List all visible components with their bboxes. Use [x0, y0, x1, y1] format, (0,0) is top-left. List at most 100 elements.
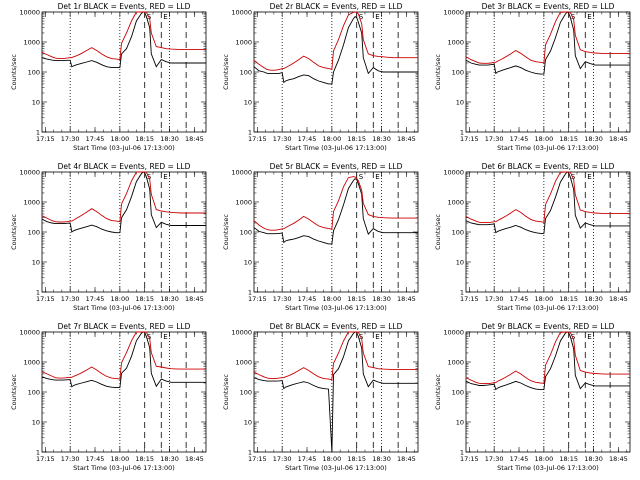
plot-frame	[465, 171, 631, 293]
x-tick-label: 18:15	[559, 295, 578, 303]
x-tick-label: 18:30	[372, 135, 391, 143]
y-tick-label: 10	[456, 99, 464, 107]
x-tick-label: 17:45	[86, 135, 105, 143]
x-axis-label: Start Time (03-Jul-06 17:13:00)	[285, 464, 387, 472]
series-line-black	[253, 16, 418, 85]
x-tick-label: 17:15	[460, 135, 479, 143]
y-tick-label: 1000	[23, 359, 40, 367]
series-line-black	[41, 11, 206, 69]
x-tick-label: 18:15	[347, 135, 366, 143]
marker-label-s: S	[571, 13, 576, 21]
x-tick-label: 18:00	[110, 455, 129, 463]
x-axis-label: Start Time (03-Jul-06 17:13:00)	[285, 144, 387, 152]
x-tick-label: 18:30	[584, 455, 603, 463]
marker-label-e: E	[163, 333, 167, 341]
x-tick-label: 18:30	[160, 295, 179, 303]
panel-title: Det 9r BLACK = Events, RED = LLD	[482, 322, 615, 331]
y-tick-label: 1	[460, 289, 464, 297]
plot-frame	[41, 331, 207, 453]
x-axis-label: Start Time (03-Jul-06 17:13:00)	[73, 464, 175, 472]
panel-title: Det 4r BLACK = Events, RED = LLD	[58, 162, 191, 171]
series-line-black	[465, 11, 630, 75]
x-tick-label: 18:45	[185, 455, 204, 463]
plot-frame	[41, 11, 207, 133]
y-tick-label: 10000	[443, 9, 464, 17]
marker-label-e: E	[375, 13, 379, 21]
y-axis-label: Counts/sec	[222, 214, 230, 250]
y-tick-label: 10000	[19, 169, 40, 177]
x-axis-label: Start Time (03-Jul-06 17:13:00)	[285, 304, 387, 312]
x-tick-label: 17:45	[86, 295, 105, 303]
x-tick-label: 18:00	[534, 135, 553, 143]
y-axis-label: Counts/sec	[10, 54, 18, 90]
marker-label-e: E	[587, 13, 591, 21]
y-tick-label: 1000	[447, 359, 464, 367]
y-tick-label: 10000	[231, 9, 252, 17]
y-tick-label: 1000	[235, 359, 252, 367]
x-tick-label: 18:15	[135, 295, 154, 303]
y-tick-label: 1	[248, 449, 252, 457]
y-tick-label: 10	[244, 419, 252, 427]
y-axis-label: Counts/sec	[434, 214, 442, 250]
y-tick-label: 10	[456, 419, 464, 427]
panel-title: Det 1r BLACK = Events, RED = LLD	[58, 2, 191, 11]
x-tick-label: 17:30	[273, 455, 292, 463]
x-tick-label: 17:15	[248, 135, 267, 143]
y-tick-label: 100	[28, 389, 40, 397]
y-tick-label: 1000	[235, 199, 252, 207]
x-tick-label: 17:15	[36, 295, 55, 303]
series-line-red	[465, 11, 630, 64]
x-tick-label: 17:30	[273, 135, 292, 143]
series-line-red	[41, 331, 206, 380]
x-tick-label: 17:45	[298, 455, 317, 463]
y-tick-label: 100	[28, 229, 40, 237]
y-tick-label: 100	[452, 229, 464, 237]
panel-7: Det 7r BLACK = Events, RED = LLD 1 10 100 10…	[10, 322, 207, 472]
x-tick-label: 17:15	[460, 455, 479, 463]
x-tick-label: 18:30	[160, 455, 179, 463]
x-axis-label: Start Time (03-Jul-06 17:13:00)	[73, 144, 175, 152]
y-tick-label: 10000	[231, 329, 252, 337]
panel-5: Det 5r BLACK = Events, RED = LLD 1 10 100 10…	[222, 162, 419, 312]
x-tick-label: 18:15	[347, 455, 366, 463]
x-tick-label: 18:45	[609, 455, 628, 463]
y-tick-label: 1	[36, 289, 40, 297]
x-tick-label: 17:30	[61, 295, 80, 303]
panel-3: Det 3r BLACK = Events, RED = LLD 1 10 100 10…	[434, 2, 631, 152]
x-tick-label: 18:30	[372, 455, 391, 463]
series-line-black	[253, 331, 418, 453]
x-tick-label: 17:45	[510, 135, 529, 143]
y-tick-label: 10000	[443, 169, 464, 177]
x-tick-label: 18:00	[110, 295, 129, 303]
y-tick-label: 10	[32, 99, 40, 107]
x-tick-label: 17:30	[485, 455, 504, 463]
y-tick-label: 1	[248, 129, 252, 137]
x-tick-label: 18:30	[160, 135, 179, 143]
marker-label-e: E	[163, 13, 167, 21]
y-tick-label: 10	[244, 99, 252, 107]
y-tick-label: 1000	[447, 199, 464, 207]
series-line-black	[465, 331, 630, 391]
y-axis-label: Counts/sec	[434, 374, 442, 410]
marker-label-e: E	[375, 333, 379, 341]
x-tick-label: 18:15	[559, 455, 578, 463]
x-tick-label: 17:15	[460, 295, 479, 303]
x-tick-label: 18:45	[185, 135, 204, 143]
x-axis-label: Start Time (03-Jul-06 17:13:00)	[497, 464, 599, 472]
panel-title: Det 5r BLACK = Events, RED = LLD	[270, 162, 403, 171]
x-tick-label: 18:30	[584, 135, 603, 143]
x-tick-label: 18:45	[609, 295, 628, 303]
plot-frame	[253, 331, 419, 453]
x-tick-label: 18:45	[397, 455, 416, 463]
y-tick-label: 1	[248, 289, 252, 297]
panel-6: Det 6r BLACK = Events, RED = LLD 1 10 100 10…	[434, 162, 631, 312]
y-tick-label: 10	[244, 259, 252, 267]
panel-title: Det 8r BLACK = Events, RED = LLD	[270, 322, 403, 331]
marker-label-e: E	[587, 333, 591, 341]
x-tick-label: 17:15	[248, 455, 267, 463]
series-line-red	[465, 331, 630, 385]
y-tick-label: 100	[28, 69, 40, 77]
y-tick-label: 10000	[231, 169, 252, 177]
x-tick-label: 18:00	[322, 135, 341, 143]
